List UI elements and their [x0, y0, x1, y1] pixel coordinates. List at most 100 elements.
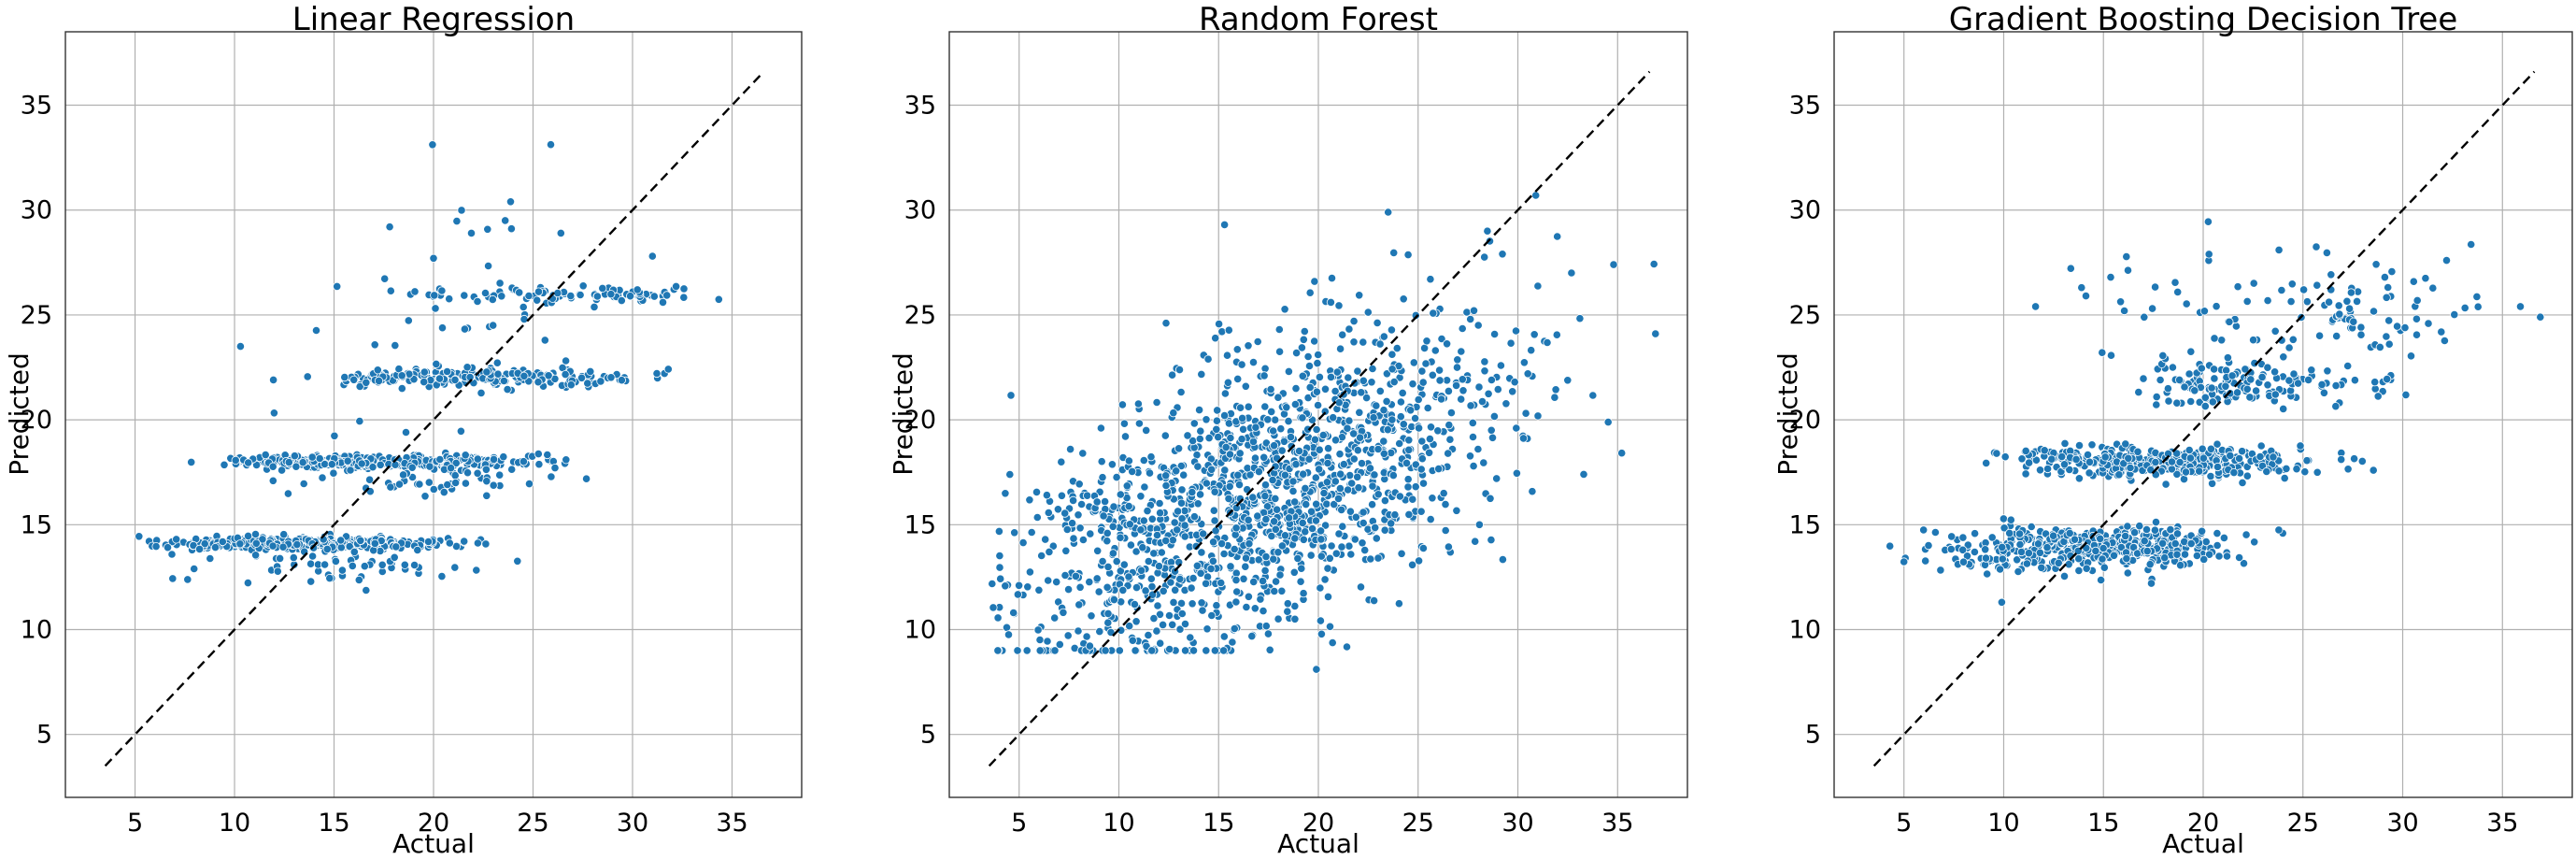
scatter-point [1337, 542, 1346, 552]
scatter-point [1372, 401, 1381, 410]
scatter-point [2515, 302, 2526, 311]
scatter-point [2116, 542, 2126, 552]
scatter-point [1217, 578, 1226, 588]
scatter-point [1170, 518, 1179, 527]
scatter-point [1434, 464, 1444, 474]
scatter-point [679, 284, 689, 294]
scatter-point [482, 477, 491, 486]
scatter-point [1406, 406, 1416, 415]
scatter-point [2250, 538, 2259, 547]
scatter-point [1487, 425, 1496, 435]
scatter-point [346, 466, 355, 475]
scatter-point [2021, 469, 2030, 479]
scatter-point [1092, 574, 1102, 583]
scatter-point [2005, 528, 2014, 538]
scatter-point [1018, 538, 1028, 548]
scatter-point [2133, 447, 2142, 456]
scatter-point [1384, 208, 1393, 217]
scatter-point [1231, 575, 1241, 585]
scatter-point [1241, 562, 1250, 571]
scatter-point [2400, 322, 2410, 333]
scatter-point [2100, 452, 2110, 462]
scatter-point [2393, 322, 2402, 331]
scatter-point [336, 543, 346, 552]
scatter-point [331, 556, 340, 566]
scatter-point [1245, 539, 1254, 549]
scatter-point [1188, 646, 1199, 655]
y-tick-labels: 5 10 15 20 25 30 35 [904, 92, 936, 750]
scatter-point [2060, 438, 2070, 448]
scatter-point [1368, 364, 1377, 374]
scatter-point [1283, 599, 1292, 609]
scatter-point [1191, 541, 1201, 552]
scatter-point [1248, 437, 1259, 446]
x-tick-label: 25 [1402, 809, 1434, 838]
scatter-point [1203, 624, 1212, 634]
scatter-point [1375, 386, 1385, 395]
scatter-point [2331, 380, 2341, 391]
scatter-point [1231, 523, 1241, 533]
scatter-point [1290, 534, 1300, 543]
scatter-point [364, 475, 375, 484]
scatter-point [1134, 419, 1145, 428]
scatter-point [327, 460, 336, 469]
scatter-point [1122, 481, 1131, 491]
scatter-point [2205, 550, 2214, 559]
scatter-point [2074, 554, 2084, 564]
scatter-point [1304, 454, 1314, 464]
scatter-point [1092, 497, 1102, 507]
scatter-point [1425, 448, 1434, 457]
scatter-point [1310, 337, 1319, 346]
scatter-point [190, 564, 199, 574]
scatter-point [1001, 489, 1010, 498]
scatter-point [268, 375, 278, 384]
scatter-point [1437, 334, 1446, 344]
scatter-point [1103, 528, 1112, 538]
scatter-point [482, 491, 491, 500]
scatter-point [1211, 526, 1220, 536]
scatter-points [988, 191, 1660, 674]
scatter-point [1186, 633, 1195, 642]
y-tick-label: 20 [21, 406, 52, 435]
scatter-point [1373, 318, 1382, 327]
scatter-point [1133, 399, 1144, 408]
scatter-point [1180, 619, 1190, 629]
scatter-point [1474, 382, 1484, 392]
scatter-point [1219, 549, 1229, 559]
scatter-point [2345, 304, 2355, 313]
scatter-point [617, 295, 626, 306]
scatter-point [2106, 272, 2115, 282]
scatter-point [1006, 391, 1016, 400]
scatter-point [2152, 400, 2161, 409]
scatter-point [423, 537, 434, 547]
scatter-point [2312, 242, 2321, 251]
scatter-point [1435, 366, 1445, 375]
scatter-point [1919, 525, 1928, 535]
scatter-point [1197, 369, 1206, 379]
scatter-point [1420, 343, 1430, 352]
scatter-point [1189, 419, 1199, 428]
y-tick-label: 20 [1789, 406, 1821, 435]
scatter-point [1388, 415, 1397, 424]
scatter-point [2000, 523, 2009, 533]
scatter-point [1203, 354, 1213, 364]
scatter-point [2246, 375, 2256, 384]
scatter-point [1408, 380, 1417, 389]
scatter-point [401, 427, 411, 437]
scatter-point [1350, 535, 1359, 544]
scatter-point [1345, 541, 1354, 551]
scatter-point [1202, 579, 1211, 588]
scatter-point [1275, 347, 1285, 356]
scatter-point [2263, 363, 2272, 372]
scatter-point [2357, 456, 2367, 466]
scatter-point [1487, 375, 1497, 385]
scatter-point [1479, 458, 1488, 467]
scatter-point [2204, 250, 2213, 259]
scatter-point [2269, 452, 2278, 462]
scatter-point [1332, 367, 1342, 377]
scatter-point [1130, 599, 1140, 609]
scatter-point [370, 538, 379, 549]
scatter-point [1379, 406, 1388, 415]
scatter-point [349, 375, 359, 384]
subplot-gradient-boosting: 5 10 15 20 25 30 35 5 10 15 20 25 30 35 Gradient Boo… [1772, 1, 2573, 859]
